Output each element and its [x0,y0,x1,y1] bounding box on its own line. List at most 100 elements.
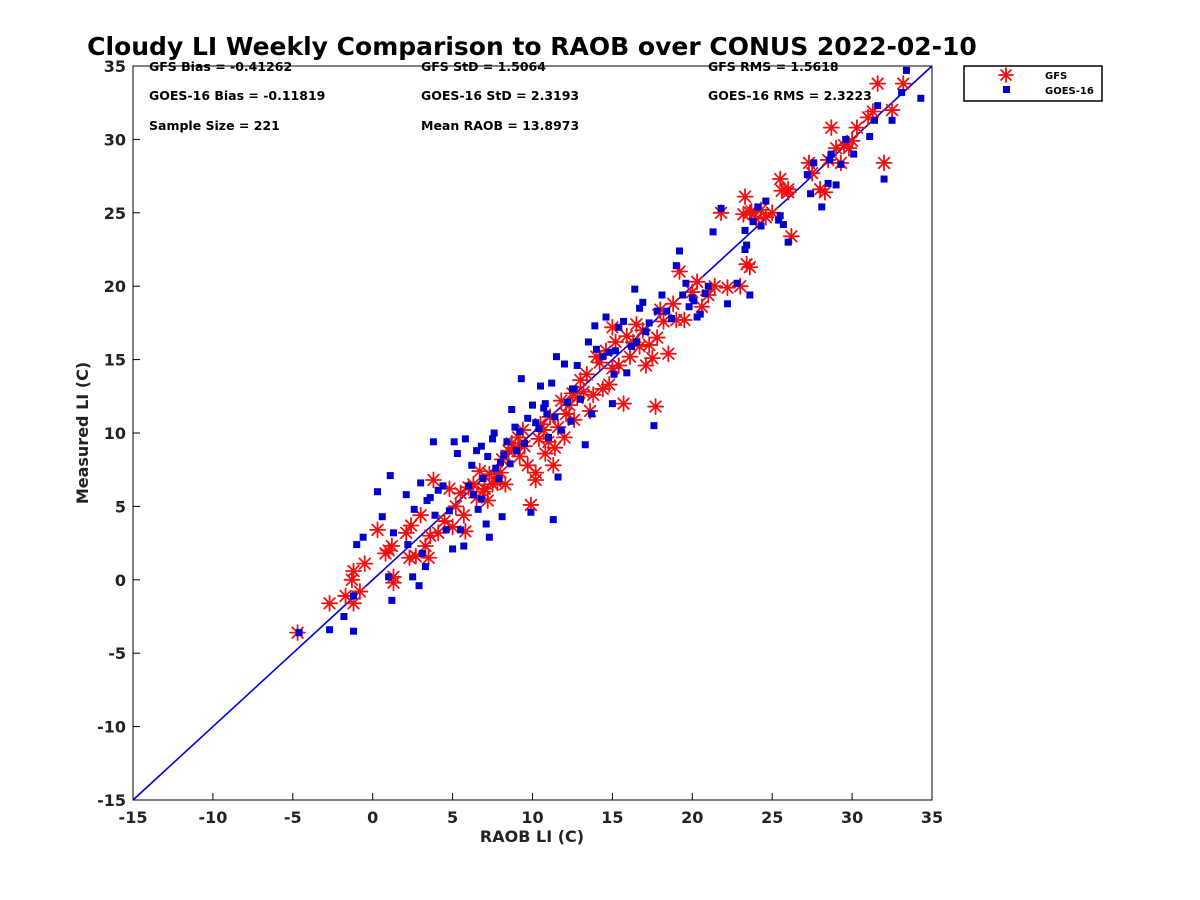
goes16-point [385,573,393,581]
goes16-point [642,328,650,336]
goes16-point [620,317,628,325]
x-tick-label: 0 [367,808,378,827]
goes16-point [588,410,596,418]
goes16-point [378,513,386,521]
goes16-point [350,592,358,600]
gfs-point [647,398,664,415]
gfs-point [693,298,711,316]
x-tick-label: 10 [521,808,543,827]
gfs-point [436,512,454,530]
goes16-point [631,285,639,293]
goes16-point [449,545,457,553]
gfs-point [738,255,756,273]
gfs-point [452,484,469,502]
x-tick-label: 30 [841,808,863,827]
gfs-point [735,205,752,223]
goes16-point [672,262,680,270]
goes16-point [460,542,468,550]
gfs-point [455,506,473,524]
gfs-point [771,170,789,188]
gfs-point [671,263,688,280]
gfs-point [848,119,866,137]
goes16-point [602,313,610,321]
stat-text: GFS StD = 1.5064 [421,59,546,74]
goes16-point [418,549,426,557]
goes16-point [754,203,762,211]
goes16-point [506,460,514,468]
goes16-point [388,596,396,604]
gfs-point [420,549,438,567]
legend: GFS GOES-16 [963,65,1103,102]
chart-title: Cloudy LI Weekly Comparison to RAOB over… [87,32,977,61]
goes16-point [549,516,557,524]
goes16-point [615,323,623,331]
goes16-point [733,279,741,287]
goes16-point [429,438,437,446]
goes16-point [668,314,676,322]
goes16-point [373,488,381,496]
goes16-point [508,406,516,414]
goes16-point [902,66,910,74]
goes16-point [544,433,552,441]
legend-gfs-asterisk [998,67,1014,83]
goes16-point [717,204,725,212]
goes16-point [560,360,568,368]
goes16-point [554,473,562,481]
goes16-point [723,300,731,308]
goes16-point [682,279,690,287]
gfs-point [544,456,562,474]
goes16-point [503,438,511,446]
goes16-point [353,541,361,549]
y-tick-label: 20 [104,277,126,296]
goes16-point [679,291,687,299]
goes16-point [479,475,487,483]
y-tick-label: 30 [104,130,126,149]
goes16-point [484,452,492,460]
goes16-point [497,458,505,466]
goes16-point [568,385,576,393]
goes16-point [529,401,536,409]
goes16-point [581,441,589,449]
x-tick-label: -5 [284,808,302,827]
goes16-point [431,511,439,519]
y-tick-label: -10 [97,718,126,737]
goes16-point [741,226,749,234]
goes16-point [461,435,469,443]
goes16-point [404,541,412,549]
goes16-point [779,221,787,229]
x-tick-label: 5 [447,808,458,827]
goes16-point [552,353,560,361]
goes16-point [701,290,709,298]
stat-text: GFS RMS = 1.5618 [708,59,839,74]
goes16-point [688,294,696,302]
goes16-point [350,627,358,635]
goes16-point [663,307,671,315]
gfs-point [688,273,706,291]
gfs-point [578,365,596,383]
goes16-point [434,486,442,494]
goes16-point [557,426,565,434]
stat-text: GOES-16 RMS = 2.3223 [708,88,872,103]
goes16-point [359,533,367,541]
y-tick-label: -5 [108,644,126,663]
legend-gfs-marker [998,67,1014,83]
goes16-point [489,435,497,443]
goes16-point [837,160,845,168]
goes16-point [704,282,712,290]
goes16-point [842,135,850,143]
legend-goes16-label: GOES-16 [1045,86,1094,97]
goes16-point [457,526,465,534]
x-tick-label: 25 [761,808,783,827]
goes16-point [709,228,717,236]
goes16-point [810,159,818,167]
goes16-point [832,181,840,189]
x-tick-label: 15 [601,808,623,827]
gfs-point [600,376,618,393]
gfs-point [380,542,398,559]
gfs-point [522,496,540,514]
gfs-point [741,204,759,222]
goes16-point [541,400,549,408]
y-tick-label: 15 [104,351,126,370]
goes16-point [485,533,493,541]
